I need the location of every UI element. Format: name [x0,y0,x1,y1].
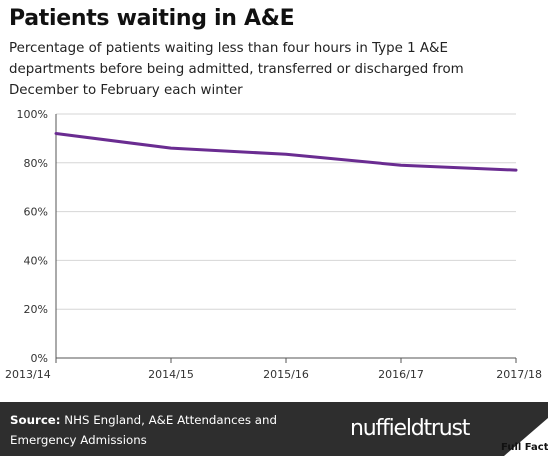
y-tick-label: 100% [17,108,48,121]
source-note: Source: NHS England, A&E Attendances and… [10,410,320,450]
gridlines [56,113,516,310]
chart-subtitle: Percentage of patients waiting less than… [9,41,464,98]
nuffield-trust-logo: nuffieldtrust [350,416,470,441]
line-chart: 0% 20% 40% 60% 80% 100% 2013/14 2014/15 2015/16 2… [5,108,542,381]
source-label: Source: [10,413,61,427]
x-tick-label: 2015/16 [263,368,309,381]
series-line [54,132,518,172]
y-tick-label: 40% [24,254,48,267]
y-tick-label: 80% [24,157,48,170]
x-tick-label: 2014/15 [148,368,194,381]
series-group [54,132,518,172]
x-tick-label: 2017/18 [496,368,542,381]
badge-triangle [504,418,548,456]
x-tick-label: 2013/14 [5,368,51,381]
full-fact-badge: Full Fact [491,410,548,456]
full-fact-logo: Full Fact [501,442,548,453]
axes [55,114,517,363]
footer: Source: NHS England, A&E Attendances and… [0,402,548,456]
tick-labels: 0% 20% 40% 60% 80% 100% 2013/14 2014/15 2015/16 2… [5,108,542,381]
source-text: NHS England, A&E Attendances and Emergen… [10,413,277,447]
chart-title: Patients waiting in A&E [9,6,295,31]
y-tick-label: 20% [24,303,48,316]
y-tick-label: 60% [24,206,48,219]
y-tick-label: 0% [31,352,48,365]
x-tick-label: 2016/17 [378,368,424,381]
